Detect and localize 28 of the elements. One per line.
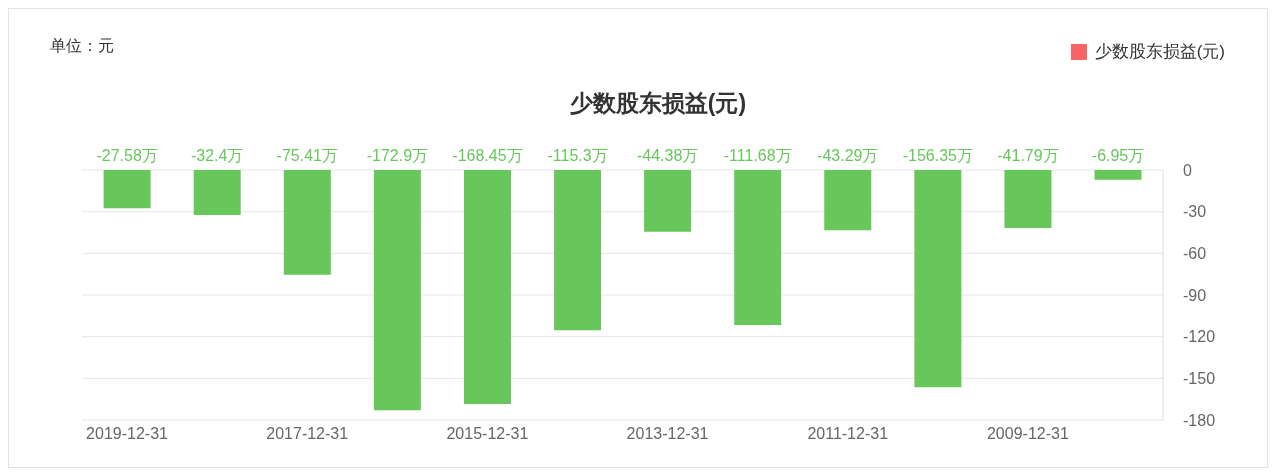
x-tick-label: 2013-12-31 xyxy=(626,425,709,443)
text: 少数股东损益(元) xyxy=(1094,41,1225,63)
data-label: -156.35万 xyxy=(902,147,973,164)
data-label: -44.38万 xyxy=(636,147,699,164)
data-label: -168.45万 xyxy=(452,147,523,164)
y-tick-label: -60 xyxy=(1183,245,1207,263)
data-label: -41.79万 xyxy=(997,147,1059,164)
y-tick-label: -150 xyxy=(1183,370,1216,388)
x-tick-label: 2009-12-31 xyxy=(986,425,1069,443)
x-tick-label: 2019-12-31 xyxy=(86,425,169,443)
y-tick-label: -30 xyxy=(1183,203,1207,221)
data-label: -115.3万 xyxy=(547,147,608,164)
chart-title: 少数股东损益(元) xyxy=(568,89,748,118)
x-tick-label: 2011-12-31 xyxy=(807,425,889,443)
data-label: -27.58万 xyxy=(96,147,158,164)
y-tick-label: 0 xyxy=(1183,161,1192,179)
data-label: -43.29万 xyxy=(817,147,879,164)
y-tick-label: -120 xyxy=(1183,328,1216,346)
data-label: -75.41万 xyxy=(276,147,338,164)
data-label: -6.95万 xyxy=(1091,147,1145,164)
data-label: -32.4万 xyxy=(190,147,244,164)
x-tick-label: 2017-12-31 xyxy=(266,425,349,443)
data-label: -111.68万 xyxy=(723,147,792,164)
y-tick-label: -180 xyxy=(1183,411,1216,429)
data-label: -172.9万 xyxy=(366,147,429,164)
x-tick-label: 2015-12-31 xyxy=(446,425,529,443)
text: 单位：元 xyxy=(50,36,114,56)
y-tick-label: -90 xyxy=(1183,286,1207,304)
